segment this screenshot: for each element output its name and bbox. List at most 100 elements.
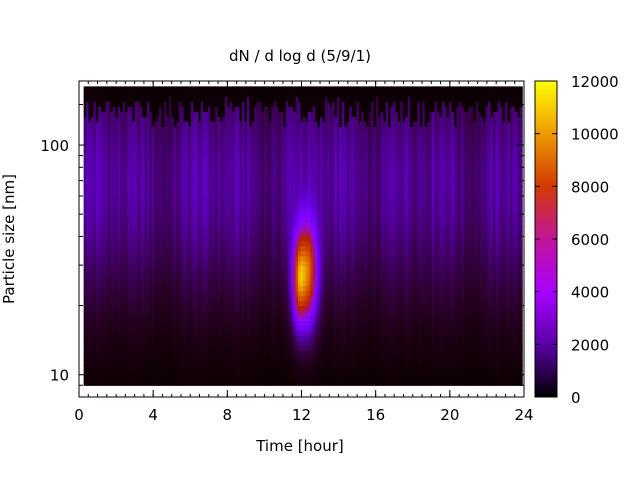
heatmap-cell bbox=[151, 215, 155, 222]
heatmap-cell bbox=[86, 111, 90, 117]
heatmap-cell bbox=[122, 111, 126, 117]
heatmap-cell bbox=[207, 305, 211, 312]
heatmap-cell bbox=[171, 265, 175, 272]
heatmap-cell bbox=[181, 335, 185, 342]
heatmap-cell bbox=[144, 360, 148, 366]
heatmap-cell bbox=[122, 235, 126, 242]
heatmap-cell bbox=[125, 116, 129, 122]
heatmap-cell bbox=[98, 245, 102, 252]
heatmap-cell bbox=[273, 121, 277, 127]
heatmap-cell bbox=[232, 195, 236, 202]
heatmap-cell bbox=[90, 310, 94, 317]
heatmap-cell bbox=[164, 141, 168, 147]
heatmap-cell bbox=[149, 136, 153, 142]
heatmap-cell bbox=[125, 300, 129, 307]
heatmap-cell bbox=[137, 285, 141, 292]
heatmap-cell bbox=[98, 111, 102, 117]
heatmap-cell bbox=[259, 181, 263, 187]
heatmap-cell bbox=[146, 166, 151, 172]
heatmap-cell bbox=[268, 285, 272, 292]
heatmap-cell bbox=[268, 146, 272, 152]
heatmap-cell bbox=[266, 310, 270, 317]
heatmap-cell bbox=[166, 215, 170, 222]
heatmap-cell bbox=[93, 190, 97, 197]
heatmap-cell bbox=[93, 255, 97, 262]
heatmap-cell bbox=[273, 136, 277, 142]
heatmap-cell bbox=[259, 171, 263, 177]
heatmap-cell bbox=[83, 280, 87, 287]
heatmap-cell bbox=[120, 375, 124, 381]
heatmap-cell bbox=[95, 151, 99, 157]
heatmap-cell bbox=[146, 320, 151, 327]
heatmap-cell bbox=[188, 330, 192, 337]
heatmap-cell bbox=[254, 220, 258, 227]
heatmap-cell bbox=[95, 375, 99, 381]
heatmap-cell bbox=[86, 166, 90, 172]
heatmap-cell bbox=[154, 96, 158, 102]
heatmap-cell bbox=[195, 190, 199, 197]
heatmap-cell bbox=[103, 91, 107, 97]
heatmap-cell bbox=[256, 280, 260, 287]
heatmap-cell bbox=[90, 325, 94, 332]
heatmap-cell bbox=[212, 225, 216, 232]
heatmap-cell bbox=[229, 320, 233, 327]
heatmap-cell bbox=[217, 280, 221, 287]
heatmap-cell bbox=[254, 245, 258, 252]
heatmap-cell bbox=[112, 111, 116, 117]
heatmap-cell bbox=[217, 136, 221, 142]
heatmap-cell bbox=[168, 106, 172, 112]
heatmap-cell bbox=[166, 375, 170, 381]
heatmap-cell bbox=[120, 101, 124, 107]
heatmap-cell bbox=[234, 161, 238, 167]
heatmap-cell bbox=[271, 205, 275, 212]
heatmap-cell bbox=[212, 255, 216, 262]
heatmap-cell bbox=[224, 250, 228, 257]
heatmap-cell bbox=[115, 375, 119, 381]
heatmap-cell bbox=[137, 330, 141, 337]
heatmap-cell bbox=[215, 171, 219, 177]
heatmap-cell bbox=[241, 330, 246, 337]
heatmap-cell bbox=[103, 225, 107, 232]
heatmap-cell bbox=[263, 295, 267, 302]
heatmap-cell bbox=[149, 270, 153, 277]
heatmap-cell bbox=[254, 230, 258, 237]
heatmap-cell bbox=[132, 126, 136, 132]
heatmap-cell bbox=[108, 131, 112, 137]
heatmap-cell bbox=[176, 345, 180, 351]
heatmap-cell bbox=[90, 86, 94, 92]
heatmap-cell bbox=[105, 111, 109, 117]
heatmap-cell bbox=[146, 325, 151, 332]
heatmap-cell bbox=[161, 285, 165, 292]
heatmap-cell bbox=[268, 220, 272, 227]
heatmap-cell bbox=[149, 86, 153, 92]
heatmap-cell bbox=[168, 215, 172, 222]
heatmap-cell bbox=[234, 101, 238, 107]
heatmap-cell bbox=[263, 205, 267, 212]
heatmap-cell bbox=[185, 225, 189, 232]
heatmap-cell bbox=[246, 126, 250, 132]
heatmap-cell bbox=[207, 156, 211, 162]
heatmap-cell bbox=[125, 325, 129, 332]
heatmap-cell bbox=[86, 86, 90, 92]
heatmap-cell bbox=[190, 380, 194, 386]
heatmap-cell bbox=[203, 295, 207, 302]
heatmap-cell bbox=[139, 245, 143, 252]
heatmap-cell bbox=[227, 290, 231, 297]
heatmap-cell bbox=[237, 325, 241, 332]
heatmap-cell bbox=[271, 171, 275, 177]
heatmap-cell bbox=[161, 345, 165, 351]
heatmap-cell bbox=[261, 86, 265, 92]
heatmap-cell bbox=[220, 285, 224, 292]
heatmap-cell bbox=[168, 141, 172, 147]
heatmap-cell bbox=[178, 310, 182, 317]
heatmap-cell bbox=[195, 360, 199, 366]
heatmap-cell bbox=[83, 111, 87, 117]
heatmap-cell bbox=[203, 310, 207, 317]
heatmap-cell bbox=[256, 265, 260, 272]
heatmap-cell bbox=[217, 375, 221, 381]
heatmap-cell bbox=[127, 265, 131, 272]
heatmap-cell bbox=[203, 151, 207, 157]
heatmap-cell bbox=[254, 96, 258, 102]
heatmap-cell bbox=[237, 131, 241, 137]
heatmap-cell bbox=[268, 101, 272, 107]
